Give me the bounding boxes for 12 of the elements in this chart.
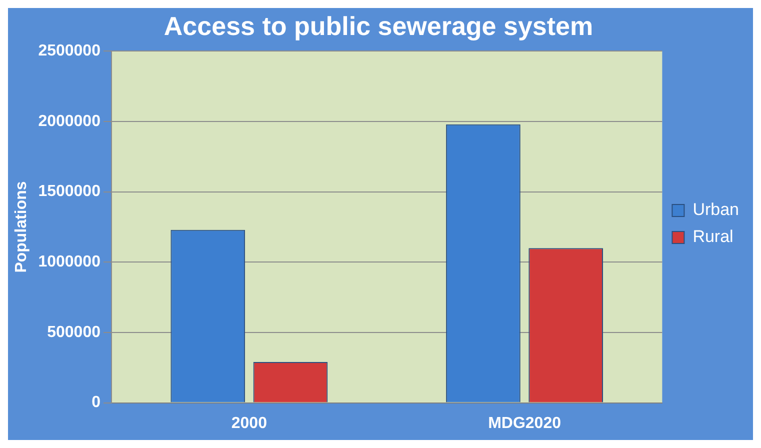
y-tick-label: 2000000	[38, 112, 101, 130]
x-tick-label: 2000	[231, 414, 268, 432]
x-tick-label: MDG2020	[488, 414, 562, 432]
y-axis-title: Populations	[13, 181, 30, 273]
y-tick-label: 0	[92, 394, 101, 412]
y-tick-label: 1000000	[38, 254, 101, 271]
chart-title: Access to public sewerage system	[164, 10, 594, 41]
y-tick-label: 500000	[47, 324, 101, 341]
legend-label: Urban	[692, 200, 740, 220]
y-tick-label: 2500000	[38, 42, 101, 60]
legend-label: Rural	[692, 227, 734, 246]
y-tick-label: 1500000	[38, 183, 101, 200]
